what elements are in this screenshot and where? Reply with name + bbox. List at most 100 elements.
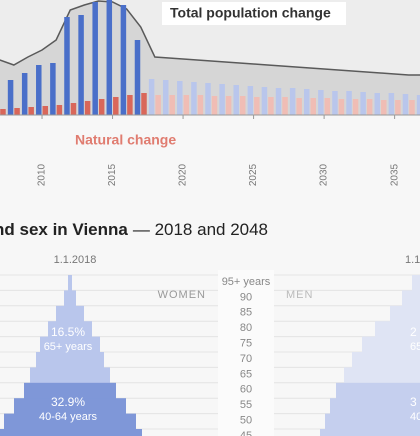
group-label: 40-6 (410, 411, 420, 423)
area-line (0, 0, 420, 76)
group-label: 65+ (410, 341, 420, 353)
subtitle: — 2018 and 2048 (133, 220, 268, 239)
bar (282, 97, 288, 115)
bar (28, 107, 34, 115)
pyramid-bar (325, 413, 420, 430)
annotation-box (68, 130, 186, 152)
pyramid-bar (344, 367, 420, 384)
bar (303, 89, 310, 115)
bar (381, 100, 387, 115)
age-label: 75 (240, 338, 252, 350)
bar (183, 95, 190, 115)
bar (78, 15, 84, 115)
bar (42, 106, 49, 115)
bar (92, 2, 98, 115)
pyramid-bar (352, 352, 420, 368)
bar (141, 93, 147, 115)
age-label: 50 (240, 415, 252, 427)
pyramid-bar (4, 413, 136, 430)
pyramid-bar (375, 321, 420, 338)
bar (233, 85, 239, 115)
group-label: 2 (410, 325, 417, 339)
bar (225, 96, 232, 115)
bar (84, 101, 91, 115)
bar (50, 63, 56, 115)
bar (197, 95, 204, 115)
bar (205, 83, 211, 115)
x-tick-label: 2015 (107, 163, 118, 186)
bar (0, 109, 6, 115)
bar (219, 84, 225, 115)
bar (7, 80, 14, 115)
group-label: 32.9% (51, 395, 85, 409)
bar (395, 100, 401, 115)
bar (113, 97, 119, 115)
bar (268, 97, 274, 115)
age-column (218, 270, 274, 436)
bar (98, 99, 105, 115)
annotation-box (162, 2, 346, 25)
bar (127, 95, 133, 115)
bar (388, 93, 395, 115)
bar (21, 73, 28, 115)
pyramid-bar (390, 305, 420, 322)
axis-background (0, 115, 420, 210)
bar (254, 97, 260, 115)
bar (56, 105, 63, 115)
age-label: 95+ years (222, 276, 271, 288)
bar (177, 81, 183, 115)
bar (36, 65, 42, 115)
men-label: MEN (286, 289, 313, 301)
bar (409, 100, 415, 115)
age-label: 65 (240, 368, 252, 380)
series-label: 1.1.2018 (54, 254, 97, 266)
bar (162, 80, 169, 115)
bar (247, 86, 254, 115)
bar (261, 87, 268, 115)
group-label: 3 (410, 395, 417, 409)
pyramid-bar (320, 429, 420, 436)
bar (360, 92, 366, 115)
bar (211, 96, 218, 115)
annotation: Natural change (75, 132, 176, 148)
bar (338, 99, 345, 115)
bar (70, 103, 77, 115)
age-label: 55 (240, 399, 252, 411)
x-tick-label: 2030 (319, 163, 330, 186)
x-tick-label: 2020 (178, 163, 189, 186)
bar (169, 95, 175, 115)
bar (310, 98, 316, 115)
bar (148, 79, 155, 115)
title-bold: nd sex in Vienna (0, 220, 128, 239)
bar (191, 82, 197, 115)
bar (402, 94, 409, 115)
bar (275, 88, 282, 115)
pyramid-bar (30, 367, 110, 384)
age-label: 45 (240, 430, 252, 436)
bar (64, 17, 70, 115)
bar (332, 91, 338, 115)
chart-title: nd sex in Vienna — 2018 and 2048 (0, 220, 268, 239)
women-label: WOMEN (158, 289, 206, 301)
pyramid-bar (412, 275, 420, 291)
area (0, 1, 420, 115)
bar (14, 108, 20, 115)
bar (318, 90, 324, 115)
group-label: 65+ years (44, 341, 93, 353)
pyramid-bar (48, 321, 92, 338)
group-label: 40-64 years (39, 411, 98, 423)
pyramid-bar (0, 429, 142, 436)
pyramid-bar (362, 336, 420, 353)
bar (324, 98, 331, 115)
x-tick-label: 2010 (37, 163, 48, 186)
x-tick-label: 2035 (389, 163, 400, 186)
age-label: 70 (240, 353, 252, 365)
pyramid-bar (14, 398, 126, 415)
pyramid-bar (68, 275, 72, 291)
age-label: 85 (240, 307, 252, 319)
group-label: 16.5% (51, 325, 85, 339)
annotation: Total population change (170, 5, 331, 21)
series-label: 1.1. (405, 254, 420, 266)
